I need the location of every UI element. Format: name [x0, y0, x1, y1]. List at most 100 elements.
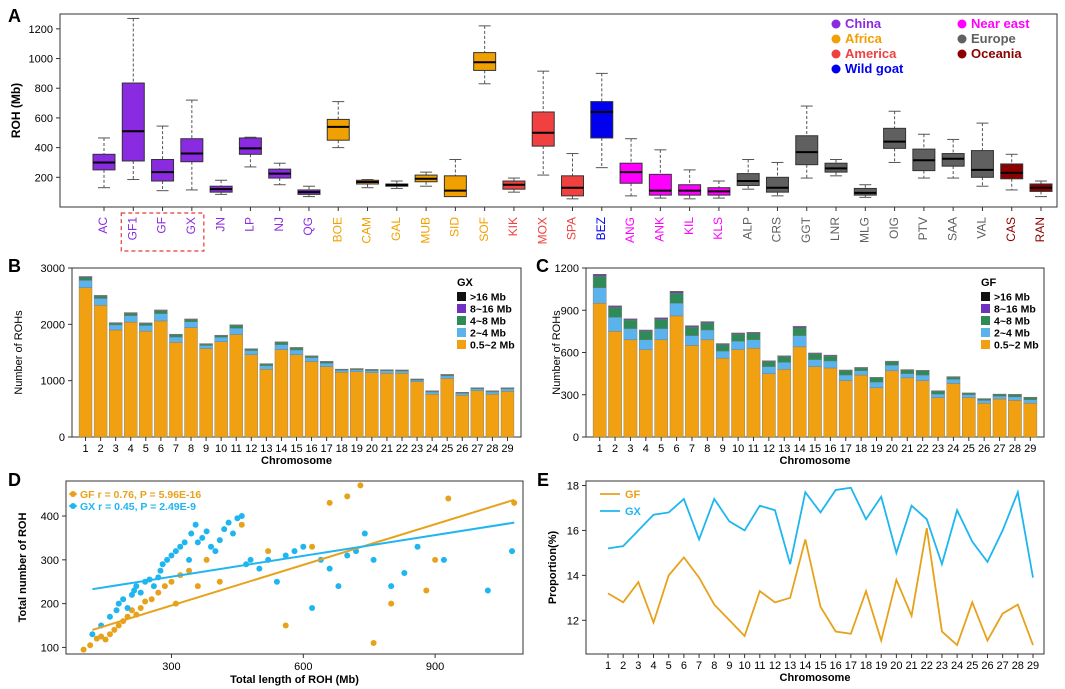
x-tick-label: 21 — [905, 660, 917, 672]
x-tick-label: 17 — [845, 660, 857, 672]
x-tick-label: 5 — [666, 660, 672, 672]
bar-segment — [746, 333, 761, 341]
bar-segment — [885, 364, 899, 372]
highlight-box — [120, 212, 205, 252]
bar-segment — [792, 335, 807, 348]
bar-segment — [139, 323, 153, 326]
bar-segment — [762, 361, 776, 367]
bar-segment — [485, 391, 500, 395]
scatter-point-gx — [256, 565, 263, 572]
x-tick-label: 26 — [456, 443, 468, 455]
bar-segment — [1023, 403, 1038, 438]
scatter-point-gf — [282, 622, 289, 629]
bar-segment — [78, 280, 93, 288]
x-tick-label: 2 — [612, 443, 618, 455]
bar-segment — [1023, 399, 1038, 404]
x-tick-label: 21 — [381, 443, 393, 455]
bar-segment — [244, 348, 258, 351]
box-mox — [531, 111, 555, 147]
legend-swatch — [981, 316, 990, 325]
y-axis-label: Number of ROHs — [13, 310, 25, 395]
bar-segment — [915, 380, 930, 438]
x-tick-label: GF — [155, 217, 169, 234]
x-tick-label: MOX — [535, 217, 549, 244]
scatter-point-gx — [414, 543, 421, 550]
box-bez — [590, 101, 614, 139]
bar-segment — [1008, 394, 1022, 398]
scatter-point-gf — [445, 495, 452, 502]
scatter-point-gx — [212, 548, 219, 555]
bar-segment — [124, 321, 138, 438]
bar-segment — [410, 379, 424, 382]
scatter-point-gx — [133, 583, 140, 590]
scatter-point-gx — [335, 583, 342, 590]
bar-segment — [229, 334, 243, 438]
box-spa — [561, 175, 584, 197]
box-cas — [1000, 163, 1024, 180]
bar-segment — [274, 349, 289, 438]
x-tick-label: 24 — [951, 660, 963, 672]
scatter-point-gx — [150, 583, 157, 590]
x-tick-label: 3 — [627, 443, 633, 455]
scatter-point-gx — [188, 530, 195, 537]
panel-label-b: B — [8, 256, 21, 276]
x-tick-label: 4 — [128, 443, 134, 455]
x-tick-label: 10 — [738, 660, 750, 672]
x-tick-label: 18 — [855, 443, 867, 455]
x-tick-label: 20 — [366, 443, 378, 455]
legend-swatch — [457, 328, 466, 337]
y-tick-label: 2000 — [41, 319, 65, 331]
legend-stat: GX r = 0.45, P = 2.49E-9 — [80, 501, 196, 513]
bar-segment — [93, 298, 108, 306]
bar-segment — [169, 342, 183, 438]
scatter-point-gx — [225, 519, 232, 526]
scatter-point-gx — [282, 552, 289, 559]
box-gf — [151, 158, 175, 182]
bar-segment — [199, 348, 213, 438]
bar-segment — [139, 330, 153, 438]
scatter-point-gf — [111, 626, 118, 633]
box-boe — [326, 118, 350, 141]
legend-swatch — [981, 328, 990, 337]
plot-frame — [59, 13, 1058, 208]
bar-segment — [259, 365, 274, 370]
scatter-point-gx — [172, 548, 179, 555]
scatter-point-gx — [273, 578, 280, 585]
scatter-point-gx — [238, 513, 245, 520]
bar-segment — [410, 381, 424, 438]
x-tick-label: GX — [184, 217, 198, 234]
x-tick-label: ANK — [653, 217, 667, 242]
x-axis-label: Total length of ROH (Mb) — [230, 674, 359, 686]
scatter-point-gf — [87, 642, 94, 649]
x-tick-label: LP — [243, 217, 257, 232]
scatter-point-gx — [120, 596, 127, 603]
legend-label: Africa — [845, 31, 883, 46]
x-tick-label: 17 — [321, 443, 333, 455]
box-gx — [180, 138, 204, 163]
bar-segment — [700, 339, 715, 438]
bar-segment — [154, 310, 168, 314]
legend-swatch — [457, 292, 466, 301]
y-tick-label: 0 — [573, 432, 579, 444]
x-tick-label: 24 — [426, 443, 438, 455]
x-tick-label: 4 — [643, 443, 649, 455]
bar-segment — [885, 370, 899, 438]
legend-label: 8~16 Mb — [470, 304, 512, 316]
x-tick-label: 10 — [215, 443, 227, 455]
x-tick-label: GF1 — [125, 217, 139, 241]
bar-segment — [335, 370, 349, 373]
bar-segment — [1023, 397, 1038, 400]
y-tick-label: 3000 — [41, 263, 65, 275]
bar-segment — [500, 391, 515, 438]
bar-segment — [470, 390, 485, 438]
x-tick-label: 29 — [1027, 660, 1039, 672]
bar-segment — [470, 388, 485, 392]
x-tick-label: 6 — [674, 443, 680, 455]
panel-label-a: A — [8, 6, 21, 26]
scatter-point-gx — [484, 587, 491, 594]
bar-segment — [654, 328, 669, 341]
x-tick-label: SPA — [565, 217, 579, 240]
x-tick-label: 26 — [981, 660, 993, 672]
